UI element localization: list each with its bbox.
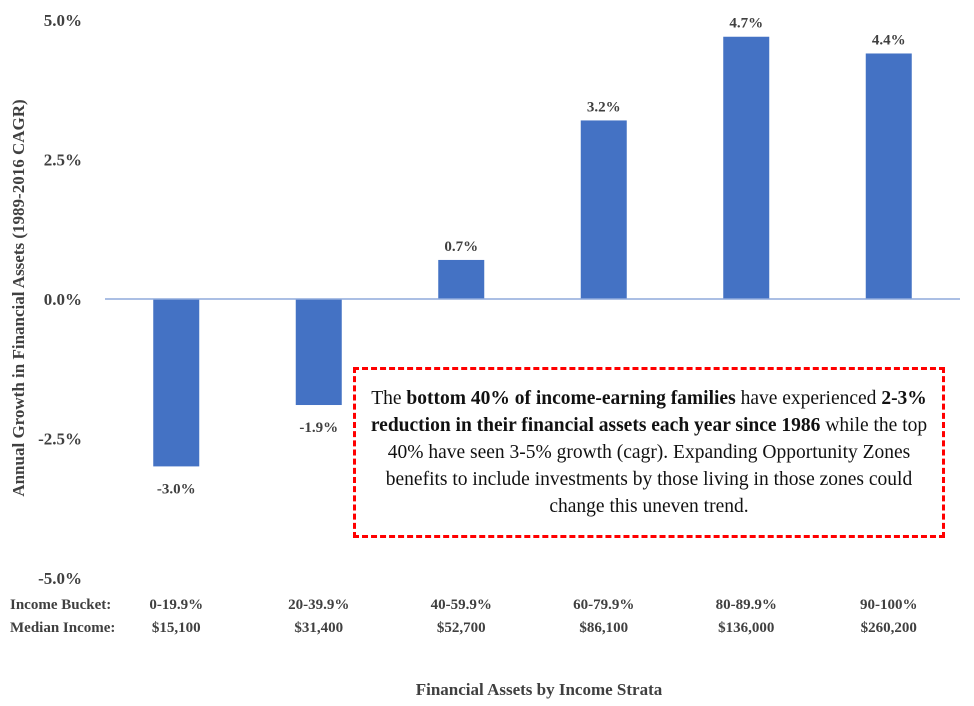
data-label: 4.7% [729,16,763,32]
median-income-label: $31,400 [294,620,343,636]
x-category-label: 20-39.9% [288,597,349,613]
bar [580,120,627,299]
data-label: 3.2% [587,99,621,115]
annotation-part-1: The [371,388,407,409]
median-income-label: $260,200 [861,620,917,636]
bars [153,36,912,467]
data-label: -1.9% [299,420,338,436]
bar [295,299,342,406]
bar [723,36,770,300]
annotation-bold-2: 2-3% reduction in their financial assets… [370,388,927,436]
x-axis-labels: 0-19.9% $15,100 20-39.9% $31,400 40-59.9% $52… [149,597,917,636]
median-income-row-label: Median Income: [10,620,115,636]
median-income-label: $86,100 [579,620,628,636]
median-income-label: $52,700 [437,620,486,636]
median-income-label: $15,100 [152,620,201,636]
x-category-label: 40-59.9% [431,597,492,613]
bar [438,259,485,299]
annotation-part-2: have experienced [735,388,882,409]
median-income-label: $136,000 [718,620,774,636]
y-tick-label: -5.0% [38,569,82,588]
y-axis-ticks: 5.0% 2.5% 0.0% -2.5% -5.0% [38,11,82,588]
y-tick-label: -2.5% [38,430,82,449]
y-tick-label: 2.5% [44,151,82,170]
y-axis-title: Annual Growth in Financial Assets (1989-… [9,99,28,496]
annotation-part-3: while the top 40% have seen 3-5% growth … [385,415,928,517]
data-label: 0.7% [444,239,478,255]
annotation-text: The bottom 40% of income-earning familie… [368,385,930,520]
annotation-callout: The bottom 40% of income-earning familie… [353,367,945,538]
y-tick-label: 0.0% [44,290,82,309]
data-labels: -3.0% -1.9% 0.7% 3.2% 4.7% 4.4% [157,16,906,498]
bar [153,299,200,467]
x-category-label: 80-89.9% [716,597,777,613]
x-category-label: 0-19.9% [149,597,203,613]
income-bucket-row-label: Income Bucket: [10,597,111,613]
annotation-bold-1: bottom 40% of income-earning families [406,388,736,409]
data-label: -3.0% [157,481,196,497]
x-category-label: 90-100% [860,597,918,613]
x-axis-title: Financial Assets by Income Strata [416,680,663,699]
data-label: 4.4% [872,32,906,48]
x-category-label: 60-79.9% [573,597,634,613]
bar [865,53,912,300]
y-tick-label: 5.0% [44,11,82,30]
